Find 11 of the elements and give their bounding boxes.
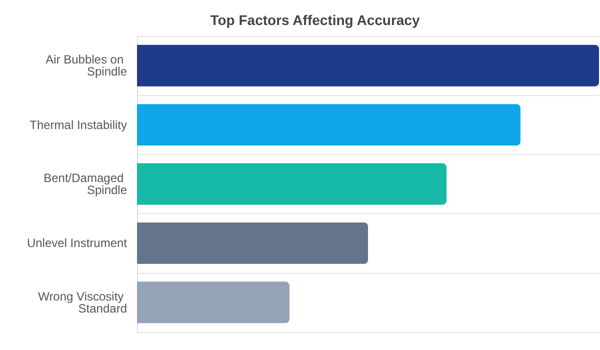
y-tick-label: Unlevel Instrument bbox=[26, 236, 128, 250]
y-tick-label: Air Bubbles on Spindle bbox=[46, 52, 128, 79]
y-tick-label: Bent/Damaged Spindle bbox=[44, 171, 128, 197]
bar bbox=[137, 104, 520, 146]
chart-title: Top Factors Affecting Accuracy bbox=[210, 12, 420, 28]
bar bbox=[137, 44, 599, 86]
y-tick-label: Thermal Instability bbox=[30, 118, 127, 132]
bar bbox=[137, 163, 447, 205]
y-tick-label: Wrong Viscosity Standard bbox=[38, 289, 127, 316]
bar bbox=[137, 282, 290, 324]
bar bbox=[137, 222, 368, 264]
